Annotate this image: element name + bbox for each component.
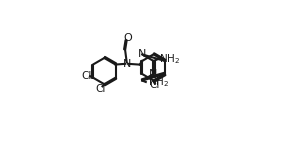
Text: NH$_2$: NH$_2$: [159, 53, 180, 66]
Text: O: O: [123, 33, 132, 43]
Text: N: N: [122, 59, 131, 69]
Text: NH$_2$: NH$_2$: [148, 75, 169, 89]
Text: Cl: Cl: [150, 80, 160, 90]
Text: Cl: Cl: [96, 83, 106, 94]
Text: N: N: [138, 49, 146, 59]
Text: Cl: Cl: [81, 71, 92, 81]
Text: N: N: [149, 69, 158, 79]
